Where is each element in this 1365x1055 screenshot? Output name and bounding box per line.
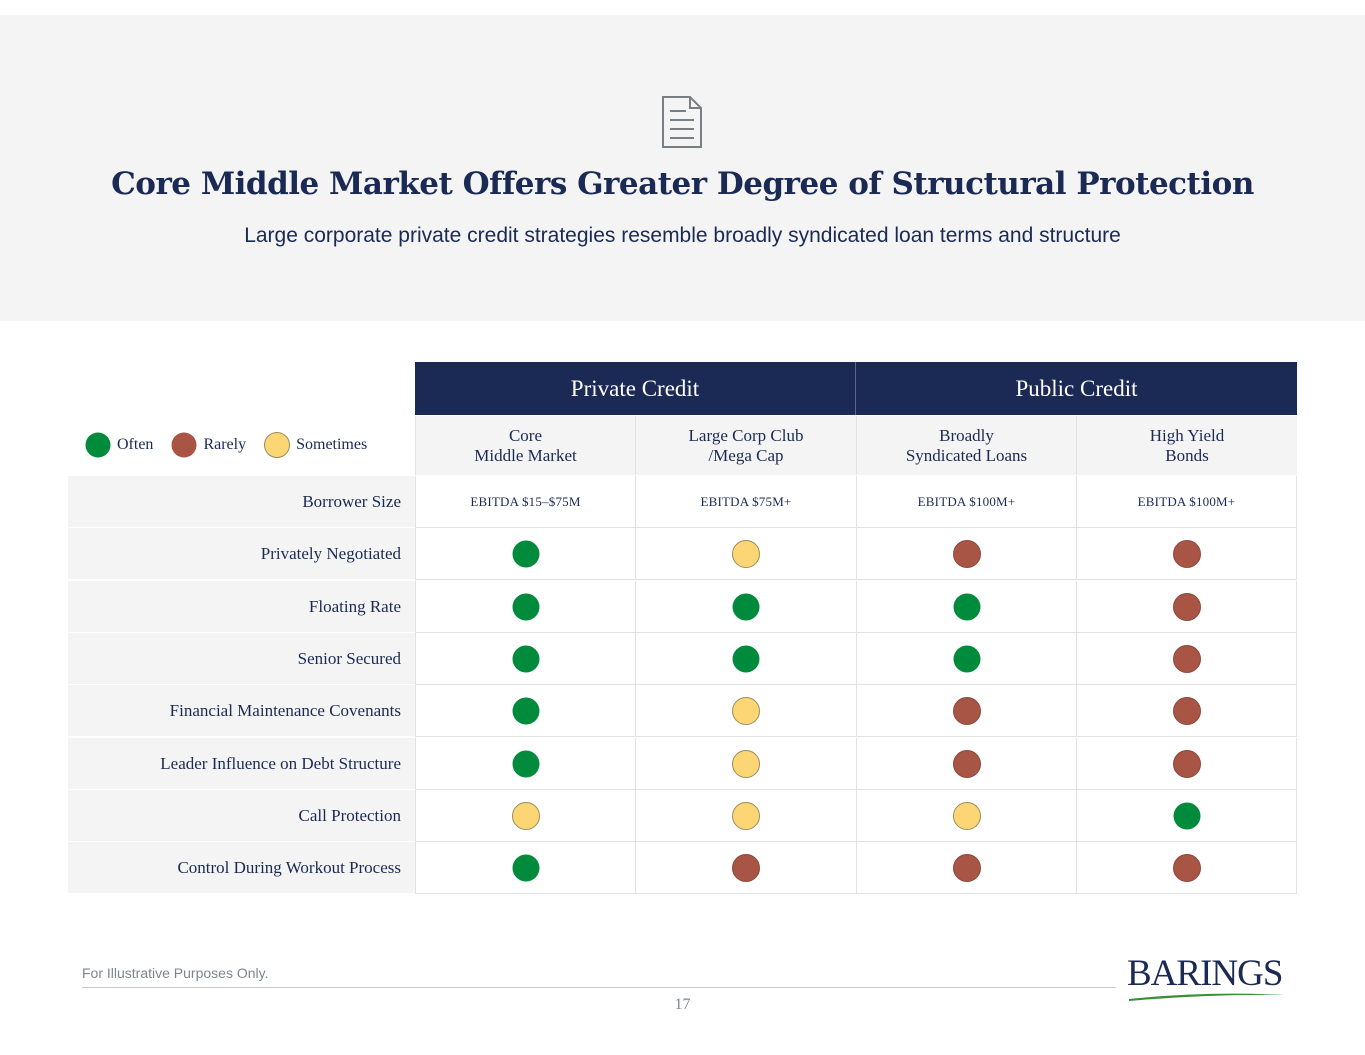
page-subtitle: Large corporate private credit strategie…	[244, 224, 1121, 247]
table-cell	[1076, 581, 1297, 633]
logo-swoosh	[1129, 993, 1285, 1001]
barings-logo: BARINGS	[1127, 954, 1287, 1002]
document-icon	[662, 96, 702, 148]
table-cell	[635, 528, 856, 580]
table-cell	[1076, 842, 1297, 894]
legend: Often Rarely Sometimes	[85, 431, 385, 459]
status-dot-often	[512, 697, 539, 724]
row-label-floating-rate: Floating Rate	[68, 581, 415, 633]
legend-label-often: Often	[117, 436, 154, 453]
table-cell	[856, 581, 1076, 633]
table-cell	[856, 738, 1076, 790]
status-dot-often	[732, 593, 760, 620]
status-dot-often	[512, 750, 539, 777]
table-cell	[415, 685, 635, 737]
table-cell	[1076, 633, 1297, 685]
footer-note: For Illustrative Purposes Only.	[82, 965, 269, 981]
legend-dot-rarely	[171, 432, 197, 458]
table-cell: EBITDA $75M+	[635, 476, 856, 528]
table-cell	[635, 581, 856, 633]
status-dot-rarely	[732, 853, 760, 882]
table-cell	[415, 633, 635, 685]
table-cell: EBITDA $100M+	[1076, 476, 1297, 528]
column-header-broadly-syndicated-loans: Broadly Syndicated Loans	[856, 416, 1076, 475]
table-cell	[1076, 738, 1297, 790]
status-dot-rarely	[1172, 592, 1201, 621]
table-cell	[635, 790, 856, 842]
status-dot-often	[512, 540, 539, 567]
page-number: 17	[674, 996, 691, 1013]
table-cell	[856, 685, 1076, 737]
status-dot-rarely	[1172, 644, 1201, 673]
table-cell	[415, 738, 635, 790]
table-cell	[1076, 528, 1297, 580]
legend-dot-often	[85, 432, 111, 458]
status-dot-sometimes	[732, 749, 760, 778]
borrower-size-value: EBITDA $100M+	[1137, 493, 1236, 509]
table-cell	[635, 842, 856, 894]
legend-item-sometimes: Sometimes	[264, 432, 367, 458]
column-header-large-corp-club-mega-cap: Large Corp Club /Mega Cap	[635, 416, 856, 475]
status-dot-often	[953, 645, 980, 672]
table-cell	[415, 842, 635, 894]
column-header-high-yield-bonds: High Yield Bonds	[1076, 416, 1297, 475]
table-cell	[856, 790, 1076, 842]
group-header-public-credit: Public Credit	[856, 362, 1297, 415]
table-cell	[856, 842, 1076, 894]
borrower-size-value: EBITDA $100M+	[917, 493, 1016, 509]
status-dot-often	[512, 854, 539, 881]
table-cell: EBITDA $100M+	[856, 476, 1076, 528]
legend-label-rarely: Rarely	[203, 436, 247, 453]
group-header-private-credit: Private Credit	[415, 362, 855, 415]
status-dot-rarely	[1172, 853, 1201, 882]
table-cell	[1076, 685, 1297, 737]
status-dot-rarely	[952, 539, 981, 568]
status-dot-rarely	[1172, 696, 1201, 725]
column-header-core-middle-market: Core Middle Market	[415, 416, 635, 475]
footer-divider	[82, 987, 1116, 988]
table-cell	[856, 528, 1076, 580]
legend-dot-sometimes	[264, 432, 291, 458]
status-dot-sometimes	[952, 801, 981, 830]
table-cell	[635, 633, 856, 685]
status-dot-often	[953, 593, 980, 620]
group-divider	[855, 362, 856, 415]
row-label-borrower-size: Borrower Size	[68, 476, 415, 528]
row-label-financial-maintenance-covenants: Financial Maintenance Covenants	[68, 685, 415, 737]
row-label-privately-negotiated: Privately Negotiated	[68, 528, 415, 580]
table-cell: EBITDA $15–$75M	[415, 476, 635, 528]
status-dot-sometimes	[732, 801, 760, 830]
status-dot-often	[512, 645, 539, 672]
borrower-size-value: EBITDA $15–$75M	[470, 493, 581, 509]
status-dot-rarely	[1172, 539, 1201, 568]
status-dot-often	[512, 593, 539, 620]
legend-item-often: Often	[85, 432, 153, 458]
row-label-control-during-workout-process: Control During Workout Process	[68, 842, 415, 894]
table-cell	[635, 738, 856, 790]
row-label-leader-influence-on-debt-structure: Leader Influence on Debt Structure	[68, 738, 415, 790]
row-label-call-protection: Call Protection	[68, 790, 415, 842]
borrower-size-value: EBITDA $75M+	[700, 493, 792, 509]
status-dot-rarely	[952, 749, 981, 778]
table-cell	[415, 528, 635, 580]
legend-label-sometimes: Sometimes	[296, 436, 368, 453]
status-dot-rarely	[952, 853, 981, 882]
status-dot-sometimes	[511, 801, 540, 830]
status-dot-often	[1173, 802, 1200, 829]
logo-wordmark: BARINGS	[1127, 953, 1283, 994]
status-dot-sometimes	[732, 696, 760, 725]
status-dot-often	[732, 645, 760, 672]
title-banner	[0, 15, 1365, 321]
table-cell	[856, 633, 1076, 685]
page-title: Core Middle Market Offers Greater Degree…	[111, 166, 1254, 202]
table-cell	[415, 581, 635, 633]
table-cell	[415, 790, 635, 842]
status-dot-rarely	[1172, 749, 1201, 778]
table-cell	[635, 685, 856, 737]
row-label-senior-secured: Senior Secured	[68, 633, 415, 685]
status-dot-rarely	[952, 696, 981, 725]
table-cell	[1076, 790, 1297, 842]
status-dot-sometimes	[732, 539, 760, 568]
legend-item-rarely: Rarely	[171, 432, 246, 458]
